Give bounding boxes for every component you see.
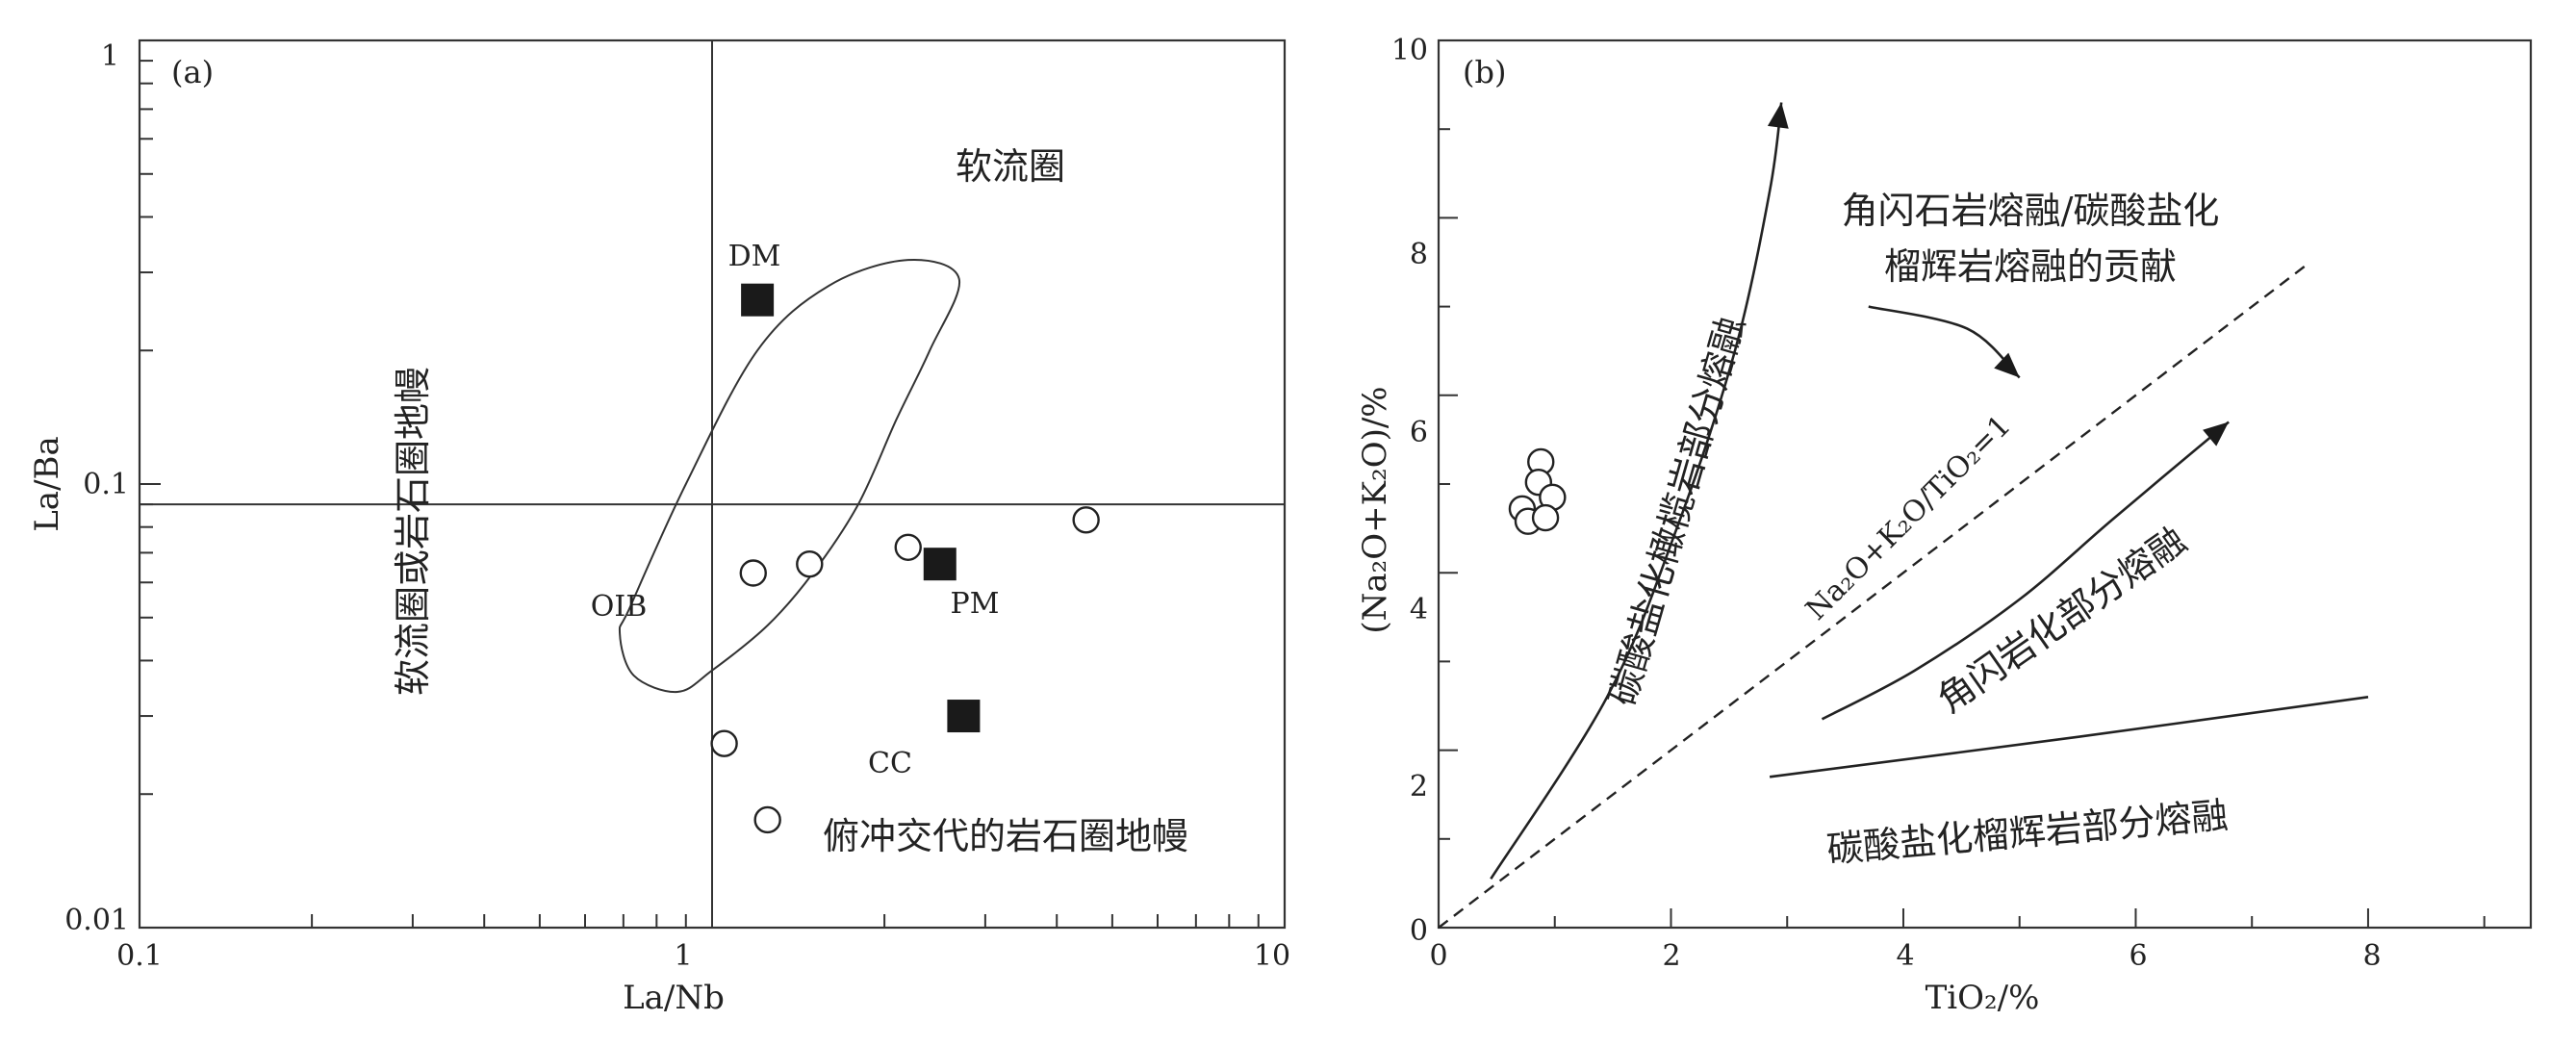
contribution-label-line-1: 角闪石岩熔融/碳酸盐化 bbox=[1842, 190, 2220, 232]
y-tick-b-2: 4 bbox=[1410, 593, 1428, 626]
y-tick-b-3: 6 bbox=[1410, 416, 1428, 449]
x-tick-b-0: 0 bbox=[1429, 939, 1447, 973]
y-tick-b-4: 8 bbox=[1410, 238, 1428, 271]
sample-point-a bbox=[1072, 506, 1100, 534]
sample-point-a bbox=[710, 729, 738, 757]
sample-point-b bbox=[1531, 503, 1560, 532]
y-tick-a-2: 1 bbox=[101, 39, 119, 73]
y-tick-a-1: 0.1 bbox=[83, 468, 129, 501]
x-axis-label-a: La/Nb bbox=[623, 979, 725, 1017]
trend-label-amphibolite: 角闪岩化部分熔融 bbox=[1929, 519, 2193, 721]
trend-lines-b bbox=[1438, 102, 2369, 929]
trend-label-carbonated-peridotite: 碳酸盐化橄榄岩部分熔融 bbox=[1601, 312, 1753, 710]
trend-carbonated-eclogite bbox=[1769, 696, 2369, 778]
trend-amphibolite bbox=[1821, 421, 2230, 721]
y-axis-label-b: (Na₂O+K₂O)/% bbox=[1356, 386, 1394, 633]
plot-frame-b bbox=[1437, 38, 2533, 930]
ref-label-pm: PM bbox=[951, 587, 1000, 621]
contribution-label-line-2: 榴辉岩熔融的贡献 bbox=[1884, 245, 2177, 288]
x-tick-a-2: 10 bbox=[1254, 939, 1290, 973]
x-axis-label-b: TiO₂/% bbox=[1926, 979, 2040, 1017]
x-tick-b-2: 4 bbox=[1896, 939, 1914, 973]
sample-point-a bbox=[753, 805, 781, 834]
reference-point-dm bbox=[741, 283, 775, 317]
x-tick-b-3: 6 bbox=[2129, 939, 2147, 973]
reference-point-pm bbox=[923, 548, 956, 581]
contribution-arrow-arrowhead bbox=[1994, 352, 2020, 378]
y-tick-b-1: 2 bbox=[1410, 770, 1428, 804]
reference-point-cc bbox=[947, 700, 981, 733]
panel-label-b: (b) bbox=[1463, 54, 1506, 90]
oib-field-label: OIB bbox=[591, 590, 648, 624]
ticks-b bbox=[1438, 39, 2486, 929]
panel-b: (b) TiO₂/% (Na₂O+K₂O)/% 0 2 4 6 8 10 0 2… bbox=[1356, 34, 2533, 1017]
x-tick-a-1: 1 bbox=[674, 939, 692, 973]
trend-carbonated-peridotite bbox=[1490, 102, 1783, 880]
trend-amphibolite-arrowhead bbox=[2203, 421, 2230, 446]
y-tick-a-0: 0.01 bbox=[64, 904, 129, 937]
divider-lines-a bbox=[140, 40, 1285, 928]
trend-carbonated-peridotite-arrowhead bbox=[1767, 102, 1789, 129]
sample-point-a bbox=[796, 549, 824, 578]
panel-label-a: (a) bbox=[171, 54, 214, 90]
ticks-a bbox=[139, 60, 1260, 929]
x-tick-a-0: 0.1 bbox=[116, 939, 163, 973]
x-tick-b-4: 8 bbox=[2362, 939, 2381, 973]
region-label-asthenosphere: 软流圈 bbox=[956, 145, 1065, 188]
sample-point-a bbox=[739, 559, 767, 587]
y-tick-b-5: 10 bbox=[1391, 34, 1428, 67]
y-tick-b-0: 0 bbox=[1410, 914, 1428, 948]
y-axis-label-a: La/Ba bbox=[28, 436, 66, 532]
region-label-metasomatized-lithosphere: 俯冲交代的岩石圈地幔 bbox=[823, 815, 1188, 857]
oib-field-outline bbox=[618, 258, 961, 694]
dashed-line-label: Na₂O+K₂O/TiO₂=1 bbox=[1799, 409, 2018, 627]
ratio-dashed-line bbox=[1438, 261, 2311, 929]
panel-a: (a) La/Nb La/Ba 0.1 1 10 0.01 0.1 1 软流圈 … bbox=[28, 38, 1290, 1017]
region-label-asthenosphere-or-lithosphere: 软流圈或岩石圈地幔 bbox=[392, 367, 434, 696]
ref-label-cc: CC bbox=[868, 747, 912, 780]
markers-b bbox=[1508, 447, 1567, 535]
markers-a bbox=[710, 283, 1100, 834]
x-tick-b-1: 2 bbox=[1662, 939, 1680, 973]
ref-label-dm: DM bbox=[728, 240, 781, 273]
trend-label-carbonated-eclogite: 碳酸盐化榴辉岩部分熔融 bbox=[1825, 794, 2230, 871]
sample-point-a bbox=[894, 533, 922, 561]
